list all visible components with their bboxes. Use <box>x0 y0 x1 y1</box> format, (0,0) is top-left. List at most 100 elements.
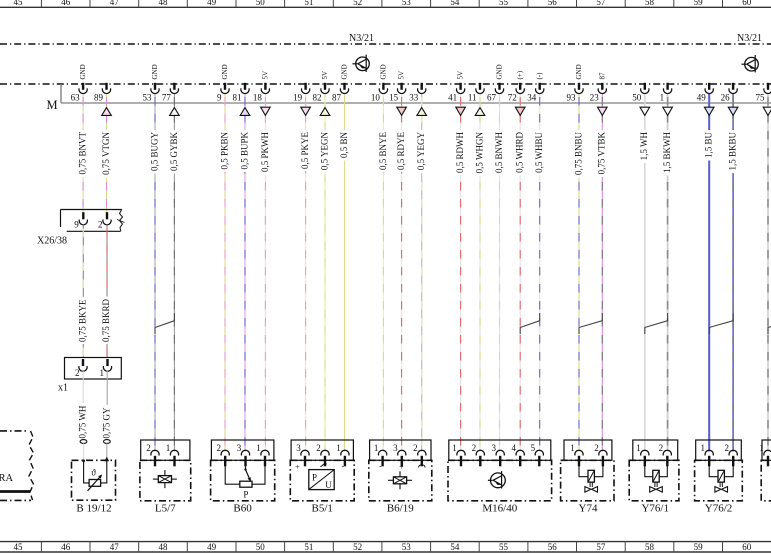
svg-text:0,75 VTGN: 0,75 VTGN <box>101 132 111 175</box>
svg-text:P: P <box>312 473 317 483</box>
svg-text:60: 60 <box>742 542 752 552</box>
svg-text:51: 51 <box>304 542 313 552</box>
svg-text:M16/40: M16/40 <box>482 503 517 515</box>
svg-text:1,5 WH: 1,5 WH <box>639 132 649 161</box>
svg-text:23: 23 <box>590 92 600 102</box>
svg-text:0,75 BNBU: 0,75 BNBU <box>573 132 583 176</box>
svg-text:63: 63 <box>71 92 81 102</box>
svg-text:1: 1 <box>100 368 105 378</box>
svg-text:0,75 BKYE: 0,75 BKYE <box>78 299 88 342</box>
svg-text:50: 50 <box>256 542 266 552</box>
svg-text:87: 87 <box>598 72 606 80</box>
svg-text:5V: 5V <box>261 71 269 80</box>
svg-text:45: 45 <box>14 0 24 7</box>
svg-text:U: U <box>325 480 332 490</box>
svg-text:59: 59 <box>694 542 704 552</box>
svg-text:0,5 BNWH: 0,5 BNWH <box>494 132 504 173</box>
svg-text:X26/38: X26/38 <box>37 236 67 247</box>
svg-text:56: 56 <box>548 0 558 7</box>
svg-text:1,5 BKWH: 1,5 BKWH <box>662 132 672 173</box>
svg-text:0,5 WHGN: 0,5 WHGN <box>474 132 484 174</box>
svg-text:72: 72 <box>508 92 517 102</box>
svg-text:ϑ: ϑ <box>91 468 96 478</box>
svg-text:1: 1 <box>166 443 171 453</box>
svg-text:82: 82 <box>313 92 322 102</box>
svg-text:93: 93 <box>567 92 577 102</box>
svg-text:GND: GND <box>79 64 87 79</box>
svg-text:10: 10 <box>371 92 381 102</box>
svg-text:2: 2 <box>217 443 222 453</box>
svg-text:2: 2 <box>75 368 80 378</box>
svg-text:52: 52 <box>353 542 362 552</box>
svg-text:0,5 GYBK: 0,5 GYBK <box>169 132 179 172</box>
svg-text:55: 55 <box>499 542 509 552</box>
svg-text:2: 2 <box>316 443 321 453</box>
svg-text:B5/1: B5/1 <box>311 503 332 515</box>
svg-text:49: 49 <box>207 0 217 7</box>
svg-text:0,5 WHRD: 0,5 WHRD <box>515 132 525 173</box>
svg-text:58: 58 <box>645 542 655 552</box>
svg-text:2: 2 <box>98 220 103 230</box>
svg-text:1: 1 <box>570 443 575 453</box>
svg-text:67: 67 <box>487 92 497 102</box>
svg-text:0,75 BKRD: 0,75 BKRD <box>101 298 111 342</box>
svg-text:59: 59 <box>694 0 704 7</box>
svg-text:81: 81 <box>233 92 242 102</box>
svg-text:GND: GND <box>575 64 583 79</box>
svg-text:-: - <box>342 462 345 471</box>
svg-text:51: 51 <box>304 0 313 7</box>
svg-text:48: 48 <box>159 0 169 7</box>
svg-text:GND: GND <box>151 64 159 79</box>
svg-text:L5/7: L5/7 <box>155 503 176 515</box>
svg-text:1: 1 <box>374 443 379 453</box>
svg-text:3: 3 <box>237 443 242 453</box>
svg-text:Y74: Y74 <box>579 503 598 515</box>
svg-text:0,5 WHBU: 0,5 WHBU <box>534 132 544 173</box>
svg-text:9: 9 <box>217 92 222 102</box>
svg-text:52: 52 <box>353 0 362 7</box>
svg-text:50: 50 <box>632 92 642 102</box>
svg-text:0,5 RDWH: 0,5 RDWH <box>455 132 465 173</box>
svg-text:5: 5 <box>531 443 536 453</box>
svg-text:1: 1 <box>701 443 706 453</box>
svg-text:49: 49 <box>697 92 707 102</box>
svg-text:49: 49 <box>207 542 217 552</box>
svg-text:1: 1 <box>660 92 665 102</box>
svg-text:1: 1 <box>336 443 341 453</box>
svg-text:48: 48 <box>159 542 169 552</box>
svg-text:41: 41 <box>448 92 457 102</box>
svg-text:33: 33 <box>409 92 419 102</box>
svg-text:0,5 BUPK: 0,5 BUPK <box>239 132 249 170</box>
svg-text:1,5 BKBU: 1,5 BKBU <box>728 132 738 171</box>
svg-text:87: 87 <box>332 92 342 102</box>
svg-text:77: 77 <box>162 92 172 102</box>
svg-text:1,5 BU: 1,5 BU <box>704 132 714 159</box>
svg-text:19: 19 <box>293 92 303 102</box>
svg-text:x1: x1 <box>58 383 68 394</box>
svg-text:0,5 BN: 0,5 BN <box>339 132 349 159</box>
svg-text:0,5 YEGY: 0,5 YEGY <box>416 132 426 171</box>
svg-text:2: 2 <box>659 443 664 453</box>
svg-text:58: 58 <box>645 0 655 7</box>
svg-text:0,5 PKWH: 0,5 PKWH <box>260 132 270 172</box>
svg-text:N3/21: N3/21 <box>737 33 762 44</box>
svg-text:5V: 5V <box>321 71 329 80</box>
svg-text:Y76/1: Y76/1 <box>641 503 669 515</box>
svg-text:0,75 WH: 0,75 WH <box>77 405 87 438</box>
svg-text:53: 53 <box>402 542 412 552</box>
svg-text:3: 3 <box>393 443 398 453</box>
svg-text:1: 1 <box>256 443 261 453</box>
svg-text:26: 26 <box>721 92 731 102</box>
svg-text:9: 9 <box>74 220 79 230</box>
svg-text:GND: GND <box>221 64 229 79</box>
svg-text:N3/21: N3/21 <box>349 33 374 44</box>
svg-text:0,5 PKYE: 0,5 PKYE <box>300 132 310 170</box>
svg-text:3: 3 <box>492 443 497 453</box>
svg-text:(+): (+) <box>516 70 524 79</box>
svg-text:2: 2 <box>472 443 477 453</box>
svg-text:GND: GND <box>379 64 387 79</box>
svg-text:45: 45 <box>14 542 24 552</box>
svg-text:2: 2 <box>594 443 599 453</box>
svg-text:RA: RA <box>0 473 14 484</box>
svg-text:0,5 YEGN: 0,5 YEGN <box>319 132 329 171</box>
